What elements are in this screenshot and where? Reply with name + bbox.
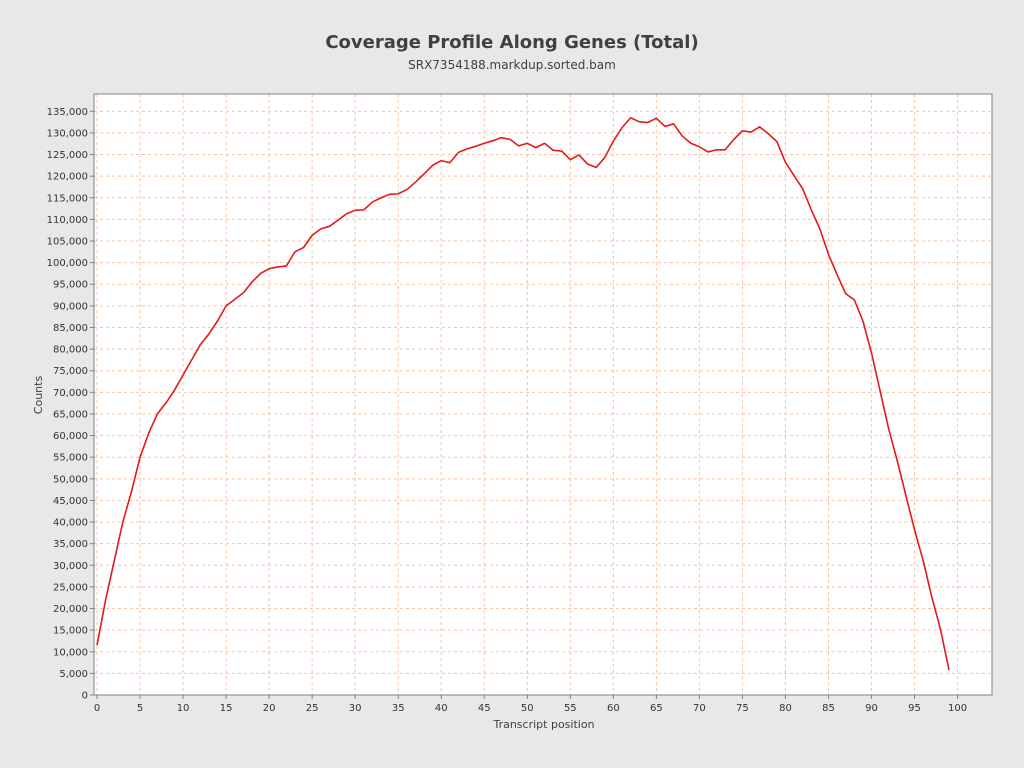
chart-subtitle: SRX7354188.markdup.sorted.bam bbox=[408, 58, 616, 72]
y-tick-label: 125,000 bbox=[47, 150, 88, 161]
x-tick-label: 15 bbox=[220, 703, 233, 714]
x-tick-label: 50 bbox=[521, 703, 534, 714]
chart-title: Coverage Profile Along Genes (Total) bbox=[325, 32, 698, 53]
y-tick-label: 105,000 bbox=[47, 237, 88, 248]
y-axis-ticks: 0 5,000 10,000 15,000 20,000 25,000 30,000 35,0… bbox=[47, 107, 94, 702]
x-tick-label: 70 bbox=[693, 703, 706, 714]
y-tick-label: 0 bbox=[82, 691, 88, 702]
y-tick-label: 135,000 bbox=[47, 107, 88, 118]
y-tick-label: 40,000 bbox=[53, 518, 88, 529]
y-tick-label: 10,000 bbox=[53, 647, 88, 658]
series-group bbox=[96, 116, 950, 671]
series-line bbox=[96, 116, 950, 671]
x-axis-label: Transcript position bbox=[492, 718, 594, 731]
x-tick-label: 95 bbox=[908, 703, 921, 714]
y-tick-label: 110,000 bbox=[47, 215, 88, 226]
x-tick-label: 30 bbox=[349, 703, 362, 714]
y-tick-label: 120,000 bbox=[47, 172, 88, 183]
x-tick-label: 40 bbox=[435, 703, 448, 714]
y-tick-label: 100,000 bbox=[47, 258, 88, 269]
x-tick-label: 45 bbox=[478, 703, 491, 714]
x-tick-label: 25 bbox=[306, 703, 319, 714]
y-tick-label: 20,000 bbox=[53, 604, 88, 615]
y-tick-label: 25,000 bbox=[53, 582, 88, 593]
y-tick-label: 130,000 bbox=[47, 128, 88, 139]
y-tick-label: 90,000 bbox=[53, 301, 88, 312]
plot-border bbox=[93, 93, 993, 696]
x-tick-label: 100 bbox=[948, 703, 967, 714]
y-tick-label: 65,000 bbox=[53, 409, 88, 420]
x-tick-label: 85 bbox=[822, 703, 835, 714]
x-tick-label: 80 bbox=[779, 703, 792, 714]
y-tick-label: 80,000 bbox=[53, 345, 88, 356]
y-tick-label: 95,000 bbox=[53, 280, 88, 291]
y-tick-label: 70,000 bbox=[53, 388, 88, 399]
x-tick-label: 90 bbox=[865, 703, 878, 714]
y-tick-label: 75,000 bbox=[53, 366, 88, 377]
x-tick-label: 0 bbox=[94, 703, 100, 714]
x-tick-label: 55 bbox=[564, 703, 577, 714]
y-tick-label: 15,000 bbox=[53, 626, 88, 637]
x-axis-ticks: 0 5 10 15 20 25 30 35 40 45 50 55 60 65 70 75 80 85 90 95 10… bbox=[94, 695, 967, 714]
x-tick-label: 75 bbox=[736, 703, 749, 714]
x-tick-label: 20 bbox=[263, 703, 276, 714]
x-tick-label: 5 bbox=[137, 703, 143, 714]
y-tick-label: 85,000 bbox=[53, 323, 88, 334]
x-grid-lines bbox=[96, 94, 959, 695]
y-tick-label: 60,000 bbox=[53, 431, 88, 442]
y-tick-label: 45,000 bbox=[53, 496, 88, 507]
y-tick-label: 50,000 bbox=[53, 474, 88, 485]
x-tick-label: 10 bbox=[177, 703, 190, 714]
y-axis-label: Counts bbox=[32, 376, 45, 415]
y-tick-label: 115,000 bbox=[47, 193, 88, 204]
y-tick-label: 55,000 bbox=[53, 453, 88, 464]
x-tick-label: 35 bbox=[392, 703, 405, 714]
x-tick-label: 60 bbox=[607, 703, 620, 714]
y-tick-label: 30,000 bbox=[53, 561, 88, 572]
plot-area bbox=[94, 94, 992, 695]
y-tick-label: 35,000 bbox=[53, 539, 88, 550]
x-tick-label: 65 bbox=[650, 703, 663, 714]
y-tick-label: 5,000 bbox=[59, 669, 88, 680]
